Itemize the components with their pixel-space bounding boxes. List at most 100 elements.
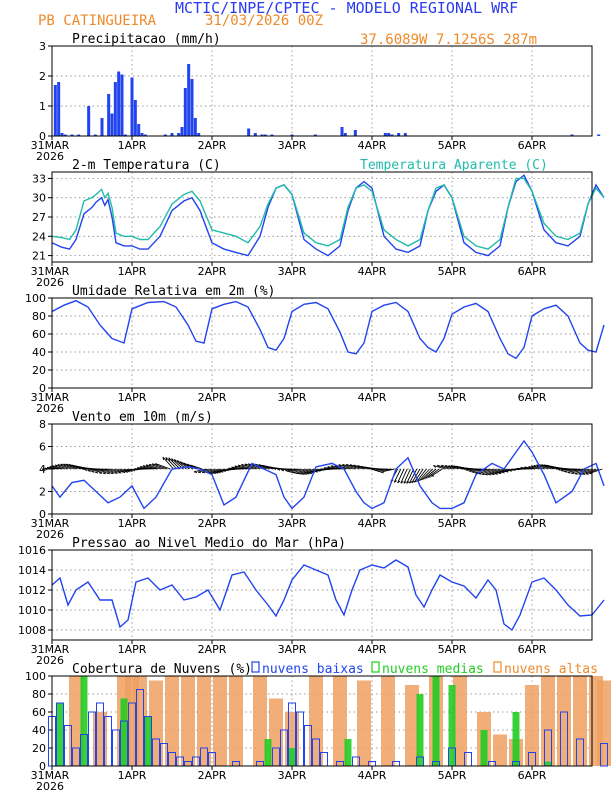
wind-arrowhead bbox=[306, 473, 310, 475]
panel-0: 0 1 2 3 Precipitacao (mm/h) 31MAR 1APR 2APR 3APR… bbox=[31, 32, 601, 163]
ytick-label: 33 bbox=[32, 172, 46, 185]
wind-arrowhead bbox=[134, 468, 138, 471]
panel-3: 02468Vento em 10m (m/s)31MAR1APR2APR3APR… bbox=[31, 410, 605, 541]
station-name: PB CATINGUEIRA bbox=[38, 13, 157, 29]
legend-high-clouds: nuvens altas bbox=[504, 662, 598, 677]
year-label: 2026 bbox=[36, 402, 64, 415]
wind-vector bbox=[210, 468, 222, 474]
cloud-high-bar bbox=[381, 676, 395, 766]
ytick-label: 0 bbox=[39, 382, 46, 395]
precip-bar bbox=[343, 133, 347, 136]
legend-low-clouds-swatch bbox=[251, 661, 260, 673]
cloud-high-bar bbox=[181, 676, 195, 766]
wind-arrowhead bbox=[554, 467, 558, 470]
wind-arrowhead bbox=[481, 473, 485, 476]
ytick-label: 2 bbox=[39, 70, 46, 83]
precip-bar bbox=[180, 127, 184, 136]
ytick-label: 1014 bbox=[18, 564, 46, 577]
wind-arrowhead bbox=[180, 461, 183, 465]
wind-arrowhead bbox=[560, 469, 564, 472]
xtick-label: 1APR bbox=[118, 391, 147, 404]
wind-arrowhead bbox=[501, 471, 505, 474]
wind-arrowhead bbox=[349, 464, 353, 468]
panel-title: 2-m Temperatura (C) bbox=[72, 158, 221, 173]
wind-arrowhead bbox=[441, 464, 444, 468]
xtick-label: 2APR bbox=[198, 769, 227, 782]
panel-2: 0 20 40 60 80 100 Umidade Relativa em 2m (%) 31… bbox=[25, 284, 605, 415]
xtick-label: 2APR bbox=[198, 643, 227, 656]
wind-arrowhead bbox=[244, 463, 248, 467]
wind-vector bbox=[327, 466, 344, 470]
wind-vector bbox=[295, 468, 309, 474]
wind-vector bbox=[149, 463, 165, 470]
wind-arrowhead bbox=[330, 465, 334, 469]
wind-arrowhead bbox=[186, 463, 190, 467]
cloud-mid-bar bbox=[448, 685, 456, 766]
wind-arrowhead bbox=[342, 463, 345, 467]
precip-bar bbox=[177, 133, 181, 136]
wind-vector bbox=[177, 460, 190, 470]
cloud-high-bar bbox=[557, 676, 571, 766]
xtick-label: 31MAR bbox=[31, 517, 70, 530]
legend-high-clouds-swatch bbox=[493, 661, 502, 673]
xtick-label: 1APR bbox=[118, 769, 147, 782]
wind-vector bbox=[234, 465, 251, 470]
wind-arrowhead bbox=[406, 481, 410, 484]
wind-vector bbox=[212, 468, 225, 474]
year-label: 2026 bbox=[36, 528, 64, 541]
wind-arrowhead bbox=[498, 472, 502, 475]
wind-arrowhead bbox=[231, 466, 235, 470]
precip-bar bbox=[247, 128, 251, 136]
wind-vector bbox=[145, 464, 161, 470]
wind-arrowhead bbox=[309, 472, 313, 475]
wind-arrowhead bbox=[220, 470, 224, 473]
wind-vector bbox=[531, 465, 542, 470]
xtick-label: 4APR bbox=[358, 517, 387, 530]
cloud-high-bar bbox=[69, 676, 83, 766]
ytick-label: 40 bbox=[32, 724, 46, 737]
panel-title: Cobertura de Nuvens (%) bbox=[72, 662, 252, 677]
ytick-label: 21 bbox=[32, 250, 46, 263]
wind-arrowhead bbox=[57, 464, 61, 467]
wind-vector bbox=[293, 468, 305, 474]
wind-vector bbox=[258, 464, 273, 470]
wind-arrowhead bbox=[448, 465, 452, 469]
wind-arrowhead bbox=[380, 471, 384, 474]
wind-vector bbox=[298, 468, 312, 475]
wind-arrowhead bbox=[375, 469, 379, 472]
wind-vector bbox=[87, 468, 104, 471]
legend-mid-clouds: nuvens medias bbox=[382, 662, 484, 677]
precip-bar bbox=[140, 133, 144, 136]
cloud-mid-bar bbox=[432, 676, 440, 766]
precip-bar bbox=[110, 113, 114, 136]
precip-bar bbox=[53, 85, 57, 136]
wind-vector bbox=[207, 468, 219, 474]
wind-arrowhead bbox=[528, 466, 532, 469]
series-line bbox=[51, 299, 605, 360]
wind-vector bbox=[110, 468, 123, 474]
wind-vector bbox=[241, 463, 257, 470]
wind-arrowhead bbox=[165, 457, 168, 461]
cloud-low-bar bbox=[600, 743, 608, 767]
wind-arrowhead bbox=[46, 466, 50, 470]
precip-bar bbox=[260, 134, 264, 136]
cloud-mid-bar bbox=[56, 703, 64, 766]
xtick-label: 1APR bbox=[118, 265, 147, 278]
wind-arrowhead bbox=[68, 464, 72, 467]
precip-bar bbox=[63, 134, 67, 136]
cloud-mid-bar bbox=[264, 739, 272, 766]
wind-arrowhead bbox=[564, 470, 568, 473]
wind-vector bbox=[201, 468, 213, 473]
wind-arrowhead bbox=[453, 465, 457, 469]
cloud-mid-bar bbox=[120, 698, 128, 766]
wind-vector bbox=[342, 463, 357, 470]
wind-arrowhead bbox=[541, 464, 545, 468]
wind-arrowhead bbox=[512, 468, 516, 471]
precip-bar bbox=[137, 124, 141, 136]
wind-vector bbox=[301, 468, 315, 475]
wind-arrowhead bbox=[508, 469, 512, 472]
precip-bar bbox=[183, 88, 187, 136]
xtick-label: 3APR bbox=[278, 517, 307, 530]
wind-arrowhead bbox=[155, 463, 158, 467]
